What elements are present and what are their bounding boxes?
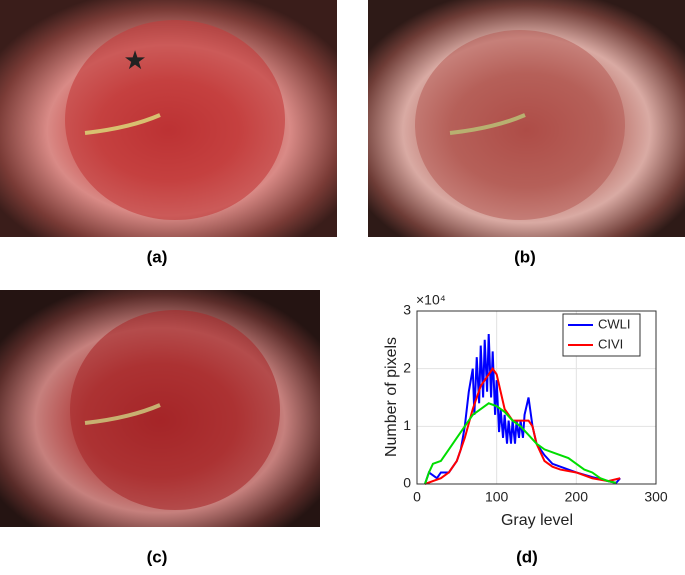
panel-label: (c): [147, 547, 168, 566]
svg-text:★: ★: [123, 45, 146, 75]
photo-a: ★: [0, 0, 337, 237]
legend-label: CIVI: [598, 336, 623, 351]
x-tick-label: 0: [413, 489, 421, 505]
y-tick-label: 3: [403, 302, 411, 318]
photo-c: [0, 290, 320, 527]
legend-box: [562, 313, 641, 357]
y-tick-label: 0: [403, 475, 411, 491]
data-line: [424, 402, 617, 485]
y-axis-label: Number of pixels: [383, 337, 400, 457]
axes-box: [416, 310, 657, 485]
panel-label: (a): [147, 247, 168, 266]
y-tick-label: 2: [403, 359, 411, 375]
panel-label: (b): [514, 247, 536, 266]
x-tick-label: 300: [644, 489, 668, 505]
axis-multiplier: ×10⁴: [416, 292, 446, 308]
y-tick-label: 1: [403, 417, 411, 433]
legend-label: CWLI: [598, 316, 631, 331]
panel-label: (d): [516, 547, 538, 566]
data-line: [424, 366, 621, 485]
x-tick-label: 200: [565, 489, 589, 505]
x-axis-label: Gray level: [501, 512, 573, 529]
x-tick-label: 100: [485, 489, 509, 505]
photo-b: [368, 0, 685, 237]
